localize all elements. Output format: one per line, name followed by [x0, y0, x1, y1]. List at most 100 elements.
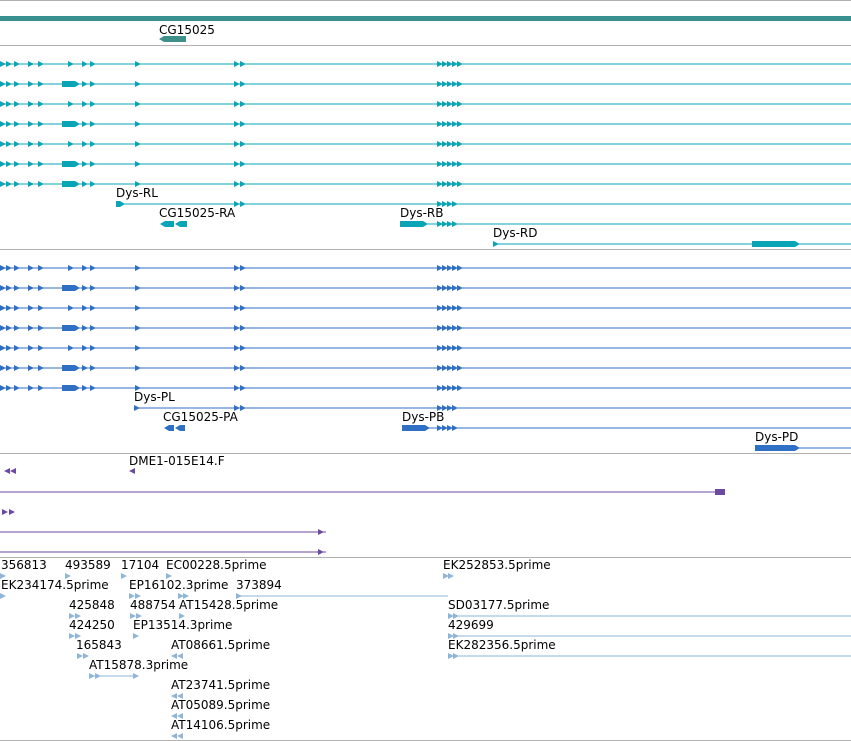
exon-arrow-glyph	[38, 325, 44, 331]
exon-arrow-glyph	[234, 345, 240, 351]
exon-arrow-glyph	[457, 81, 463, 87]
exon-arrow-glyph	[437, 61, 443, 67]
exon-arrow-glyph	[135, 81, 141, 87]
est-label[interactable]: SD03177.5prime	[448, 598, 550, 612]
exon-arrow-glyph	[447, 221, 453, 227]
est-label[interactable]: 493589	[65, 558, 111, 572]
est-label[interactable]: EP16102.3prime	[129, 578, 229, 592]
exon-arrow-glyph	[234, 365, 240, 371]
exon-arrow-glyph	[240, 265, 246, 271]
est-label[interactable]: 425848	[69, 598, 115, 612]
exon-arrow-glyph	[82, 101, 88, 107]
exon-arrow-glyph	[0, 593, 6, 599]
exon-arrow-glyph	[171, 713, 177, 719]
exon-arrow-glyph	[437, 181, 443, 187]
exon-arrow-glyph	[457, 345, 463, 351]
exon-arrow-glyph	[447, 101, 453, 107]
gene-label[interactable]: CG15025	[159, 23, 215, 37]
exon-arrow-glyph	[437, 81, 443, 87]
exon-arrow-glyph	[28, 365, 34, 371]
exon-arrow-glyph	[234, 201, 240, 207]
exon-arrow-glyph	[4, 468, 10, 474]
exon-arrow-glyph	[437, 101, 443, 107]
exon-arrow-glyph	[457, 161, 463, 167]
exon-arrow-glyph	[38, 345, 44, 351]
exon-arrow-glyph	[121, 573, 127, 579]
est-label[interactable]: AT05089.5prime	[171, 698, 271, 712]
exon-arrow-glyph	[437, 201, 443, 207]
exon-block-glyph	[62, 121, 80, 127]
exon-arrow-glyph	[14, 141, 20, 147]
exon-arrow-glyph	[6, 81, 12, 87]
track-separator	[0, 45, 851, 46]
exon-arrow-glyph	[442, 265, 448, 271]
est-label[interactable]: EK282356.5prime	[448, 638, 556, 652]
exon-arrow-glyph	[90, 121, 96, 127]
exon-arrow-glyph	[234, 285, 240, 291]
exon-arrow-glyph	[68, 101, 74, 107]
est-label[interactable]: EP13514.3prime	[133, 618, 233, 632]
exon-arrow-glyph	[234, 325, 240, 331]
est-label[interactable]: AT15878.3prime	[89, 658, 189, 672]
est-label[interactable]: EK252853.5prime	[443, 558, 551, 572]
est-label[interactable]: 424250	[69, 618, 115, 632]
protein-label[interactable]: Dys-PL	[134, 390, 175, 404]
est-label[interactable]: AT23741.5prime	[171, 678, 271, 692]
exon-arrow-glyph	[447, 141, 453, 147]
exon-arrow-glyph	[442, 305, 448, 311]
transcript-label[interactable]: Dys-RD	[493, 226, 538, 240]
exon-arrow-glyph	[178, 593, 184, 599]
transcript-label[interactable]: CG15025-RA	[159, 206, 236, 220]
est-label[interactable]: EC00228.5prime	[166, 558, 267, 572]
exon-arrow-glyph	[6, 161, 12, 167]
exon-arrow-glyph	[457, 181, 463, 187]
exon-arrow-glyph	[447, 201, 453, 207]
cdna-label[interactable]: DME1-015E14.F	[129, 454, 225, 468]
exon-arrow-glyph	[38, 101, 44, 107]
exon-arrow-glyph	[0, 345, 6, 351]
exon-arrow-glyph	[442, 425, 448, 431]
est-label[interactable]: 356813	[1, 558, 47, 572]
exon-arrow-glyph	[447, 61, 453, 67]
est-label[interactable]: 373894	[236, 578, 282, 592]
est-label[interactable]: AT08661.5prime	[171, 638, 271, 652]
protein-label[interactable]: CG15025-PA	[163, 410, 238, 424]
exon-arrow-glyph	[135, 365, 141, 371]
track-separator	[0, 453, 851, 454]
exon-arrow-glyph	[14, 81, 20, 87]
est-label[interactable]: 17104	[121, 558, 160, 572]
est-label[interactable]: 429699	[448, 618, 494, 632]
est-label[interactable]: EK234174.5prime	[1, 578, 109, 592]
est-label[interactable]: AT15428.5prime	[179, 598, 279, 612]
exon-arrow-glyph	[171, 693, 177, 699]
exon-arrow-glyph	[171, 653, 177, 659]
exon-arrow-glyph	[452, 325, 458, 331]
exon-arrow-glyph	[234, 101, 240, 107]
est-label[interactable]: 165843	[76, 638, 122, 652]
protein-label[interactable]: Dys-PB	[402, 410, 445, 424]
est-label[interactable]: AT14106.5prime	[171, 718, 271, 732]
exon-block-glyph	[755, 445, 800, 451]
exon-arrow-glyph	[447, 365, 453, 371]
exon-arrow-glyph	[240, 385, 246, 391]
protein-label[interactable]: Dys-PD	[755, 430, 799, 444]
exon-block-glyph	[164, 425, 174, 431]
exon-arrow-glyph	[0, 101, 6, 107]
exon-arrow-glyph	[447, 425, 453, 431]
exon-arrow-glyph	[82, 325, 88, 331]
exon-arrow-glyph	[28, 81, 34, 87]
est-label[interactable]: 488754	[130, 598, 176, 612]
exon-arrow-glyph	[65, 573, 71, 579]
exon-arrow-glyph	[38, 365, 44, 371]
transcript-label[interactable]: Dys-RB	[400, 206, 444, 220]
exon-arrow-glyph	[38, 265, 44, 271]
exon-arrow-glyph	[452, 181, 458, 187]
exon-arrow-glyph	[452, 221, 458, 227]
exon-arrow-glyph	[6, 345, 12, 351]
exon-arrow-glyph	[240, 181, 246, 187]
exon-arrow-glyph	[318, 549, 324, 555]
exon-block-glyph	[715, 489, 725, 495]
exon-arrow-glyph	[68, 345, 74, 351]
transcript-label[interactable]: Dys-RL	[116, 186, 158, 200]
exon-block-glyph	[62, 81, 80, 87]
